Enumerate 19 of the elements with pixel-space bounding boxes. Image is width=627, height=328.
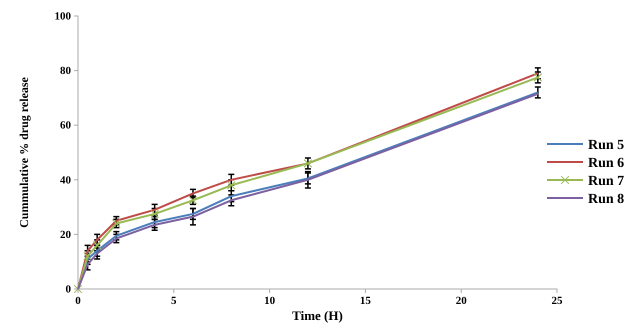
x-axis-title: Time (H) <box>292 308 343 323</box>
y-tick-label: 20 <box>60 228 72 241</box>
y-tick-label: 0 <box>66 284 72 296</box>
x-tick-label: 5 <box>171 294 178 307</box>
y-tick-label: 100 <box>54 10 72 23</box>
x-tick-label: 0 <box>75 294 82 307</box>
point <box>74 284 82 294</box>
legend-label: Run 7 <box>588 174 624 189</box>
x-tick-label: 25 <box>552 294 563 307</box>
y-tick-label: 40 <box>60 174 72 186</box>
legend-label: Run 8 <box>588 192 624 207</box>
x-tick-label: 15 <box>360 294 372 307</box>
x-tick-label: 10 <box>264 294 276 307</box>
legend-label: Run 5 <box>588 138 624 153</box>
y-tick-label: 80 <box>60 65 72 78</box>
y-tick-label: 60 <box>60 120 72 132</box>
y-axis-title: Cummulative % drug release <box>17 76 31 228</box>
x-tick-label: 20 <box>456 294 468 307</box>
legend-label: Run 6 <box>588 156 624 171</box>
